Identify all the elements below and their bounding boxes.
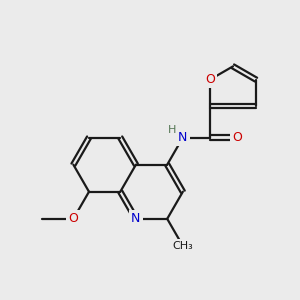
Text: N: N	[131, 212, 141, 225]
Text: O: O	[232, 131, 242, 144]
Text: O: O	[68, 212, 78, 225]
Text: CH₃: CH₃	[172, 241, 193, 251]
Text: N: N	[178, 131, 188, 144]
Text: H: H	[168, 125, 176, 135]
Text: O: O	[205, 73, 215, 86]
